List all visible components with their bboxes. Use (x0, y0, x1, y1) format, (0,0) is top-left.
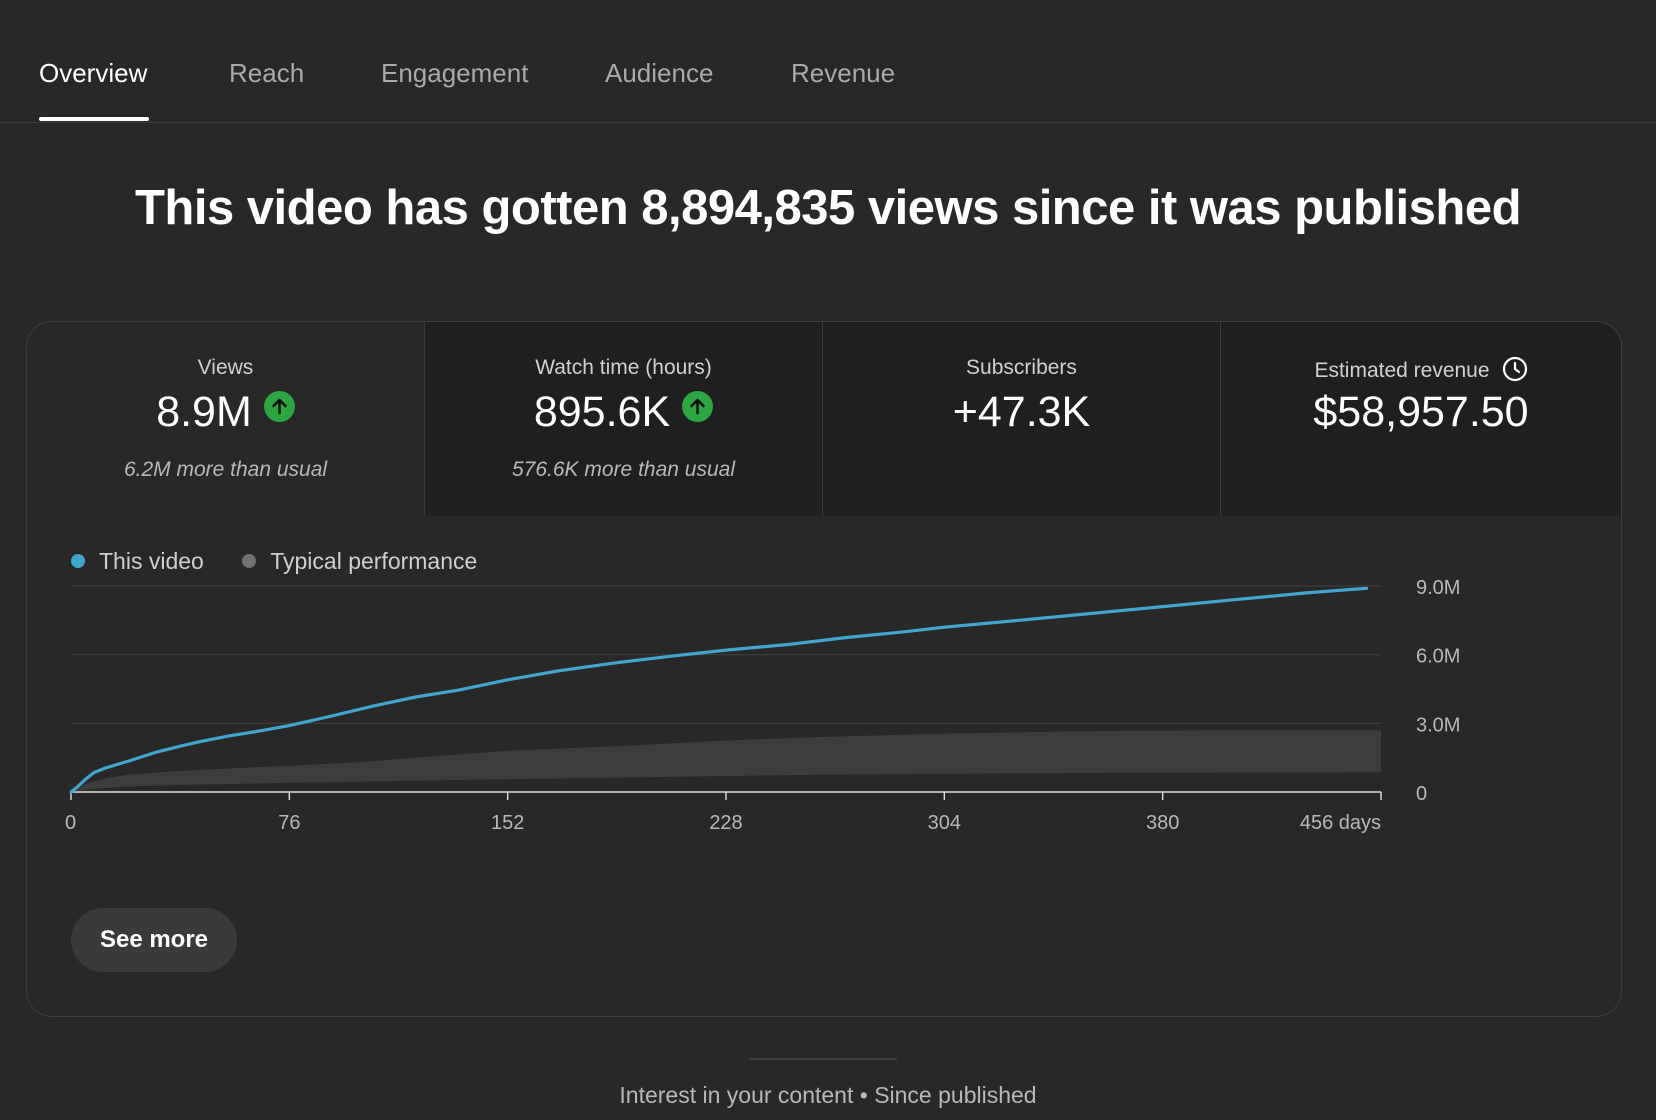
legend-label: Typical performance (270, 548, 478, 574)
x-tick-label: 456 days (1300, 812, 1381, 834)
legend-typical-performance: Typical performance (242, 548, 477, 575)
metric-value-row: 8.9M (27, 388, 424, 437)
tab-revenue[interactable]: Revenue (791, 58, 896, 88)
metric-label: Watch time (hours) (535, 356, 712, 379)
metric-comparison: 6.2M more than usual (123, 458, 328, 481)
x-tick-label: 0 (65, 812, 76, 834)
arrow-up-icon (263, 391, 295, 422)
section-divider (749, 1058, 897, 1060)
tab-bar: Overview Reach Engagement Audience Reven… (0, 0, 1656, 123)
x-tick-label: 228 (709, 812, 742, 834)
metric-value: 8.9M (156, 388, 252, 436)
see-more-button[interactable]: See more (71, 908, 237, 972)
metric-label: Estimated revenue (1314, 359, 1490, 382)
section-heading: Interest in your content • Since publish… (619, 1082, 1037, 1108)
metric-label: Subscribers (966, 356, 1077, 379)
x-tick-label: 152 (491, 812, 524, 834)
metric-value: +47.3K (952, 388, 1091, 436)
active-tab-indicator (39, 117, 149, 121)
views-line-chart[interactable]: 0 3.0M 6.0M 9.0M 0 76 152 228 304 380 456 days (27, 572, 1621, 902)
legend-label: This video (99, 548, 204, 574)
metric-label-row: Estimated revenue (1221, 356, 1621, 388)
metric-comparison: 576.6K more than usual (512, 458, 735, 481)
y-tick-label: 3.0M (1416, 714, 1460, 736)
metric-value: 895.6K (533, 388, 671, 436)
tab-overview[interactable]: Overview (39, 58, 148, 88)
legend-this-video: This video (71, 548, 204, 575)
x-tick-label: 380 (1146, 812, 1179, 834)
tab-audience[interactable]: Audience (605, 58, 714, 88)
chart-legend: This video Typical performance (71, 548, 509, 575)
page-headline: This video has gotten 8,894,835 views si… (134, 181, 1522, 235)
x-tick-label: 304 (928, 812, 961, 834)
tab-engagement[interactable]: Engagement (381, 58, 529, 88)
legend-dot-icon (242, 554, 257, 568)
metric-subscribers[interactable]: Subscribers +47.3K (823, 322, 1221, 516)
metric-value-row: 895.6K (425, 388, 822, 437)
metric-label: Views (197, 356, 254, 379)
metric-estimated-revenue[interactable]: Estimated revenue $58,957.50 (1221, 322, 1621, 516)
x-tick-label: 76 (278, 812, 300, 834)
metric-views[interactable]: Views 8.9M 6.2M more than usual (27, 322, 425, 516)
y-tick-label: 9.0M (1416, 577, 1460, 599)
y-tick-label: 0 (1416, 783, 1427, 805)
this-video-line (69, 586, 1369, 794)
legend-dot-icon (71, 554, 85, 568)
y-tick-label: 6.0M (1416, 646, 1460, 668)
clock-icon (1502, 356, 1528, 388)
metric-watch-time[interactable]: Watch time (hours) 895.6K 576.6K more th… (425, 322, 823, 516)
arrow-up-icon (682, 391, 714, 422)
tab-reach[interactable]: Reach (229, 58, 305, 88)
metric-value: $58,957.50 (1313, 388, 1529, 436)
overview-card: Views 8.9M 6.2M more than usual Watch ti… (26, 321, 1622, 1017)
typical-performance-band (71, 730, 1381, 792)
